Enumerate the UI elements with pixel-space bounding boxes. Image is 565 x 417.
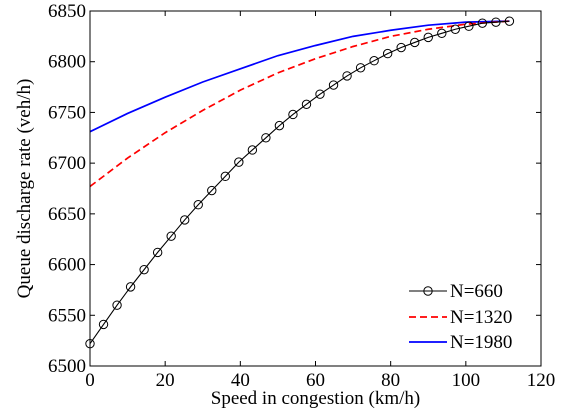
data-point-marker bbox=[491, 17, 501, 27]
data-point-marker bbox=[247, 145, 258, 155]
x-tick-label: 20 bbox=[156, 370, 175, 391]
data-point-marker bbox=[274, 120, 285, 131]
x-tick-label: 80 bbox=[381, 370, 400, 391]
data-point-marker bbox=[464, 21, 474, 31]
legend: N=660 N=1320 N=1980 bbox=[409, 281, 512, 353]
data-point-marker bbox=[180, 215, 190, 225]
data-point-marker bbox=[437, 28, 447, 39]
series-line-n1320 bbox=[89, 20, 510, 188]
y-tick-label: 6850 bbox=[48, 1, 86, 22]
tick-layer: 0 20 40 60 80 100 120 6500 6550 6600 6650 6700 6750 6… bbox=[48, 1, 555, 391]
x-tick-label: 60 bbox=[306, 370, 325, 391]
data-point-marker bbox=[369, 56, 379, 66]
data-point-marker bbox=[342, 71, 352, 81]
y-tick-label: 6800 bbox=[48, 52, 86, 73]
data-point-marker bbox=[166, 231, 176, 241]
x-tick-label: 0 bbox=[85, 370, 95, 391]
data-point-marker bbox=[125, 282, 136, 292]
data-point-marker bbox=[382, 48, 393, 59]
data-point-marker bbox=[288, 109, 298, 120]
y-tick-label: 6500 bbox=[48, 356, 86, 377]
data-point-marker bbox=[193, 200, 203, 210]
legend-entry-1: N=660 bbox=[409, 281, 503, 302]
data-point-marker bbox=[139, 264, 149, 275]
x-tick-label: 100 bbox=[452, 370, 481, 391]
data-point-marker bbox=[234, 157, 244, 167]
y-tick-label: 6550 bbox=[48, 305, 86, 326]
series-line-n660 bbox=[89, 20, 510, 345]
y-tick-label: 6650 bbox=[48, 204, 86, 225]
legend-entry-2: N=1320 bbox=[409, 307, 512, 328]
data-point-marker bbox=[355, 63, 366, 73]
legend-entry-3: N=1980 bbox=[409, 332, 512, 353]
data-point-marker bbox=[207, 185, 217, 196]
data-point-marker bbox=[112, 300, 122, 310]
legend-label-n1980: N=1980 bbox=[450, 332, 512, 353]
data-point-marker bbox=[477, 18, 488, 28]
legend-label-n660: N=660 bbox=[450, 281, 503, 302]
data-point-marker bbox=[410, 37, 420, 48]
data-point-marker bbox=[261, 133, 271, 143]
data-point-marker bbox=[504, 16, 515, 26]
y-axis-label: Queue discharge rate (veh/h) bbox=[14, 79, 35, 299]
data-point-marker bbox=[98, 319, 109, 330]
data-point-marker bbox=[450, 24, 461, 34]
legend-marker-n660 bbox=[423, 286, 433, 296]
data-point-marker bbox=[396, 42, 406, 53]
series-line-n1980 bbox=[89, 20, 510, 133]
x-tick-label: 120 bbox=[527, 370, 556, 391]
series-layer bbox=[85, 16, 515, 349]
y-tick-label: 6750 bbox=[48, 102, 86, 123]
legend-label-n1320: N=1320 bbox=[450, 307, 512, 328]
data-point-marker bbox=[301, 99, 312, 110]
y-tick-label: 6700 bbox=[48, 153, 86, 174]
y-tick-label: 6600 bbox=[48, 255, 86, 276]
data-point-marker bbox=[220, 171, 231, 182]
data-point-marker bbox=[152, 247, 163, 258]
data-point-marker bbox=[328, 80, 339, 90]
data-point-marker bbox=[423, 32, 433, 43]
data-point-marker bbox=[315, 89, 325, 99]
x-axis-label: Speed in congestion (km/h) bbox=[211, 388, 421, 409]
x-tick-label: 40 bbox=[231, 370, 250, 391]
